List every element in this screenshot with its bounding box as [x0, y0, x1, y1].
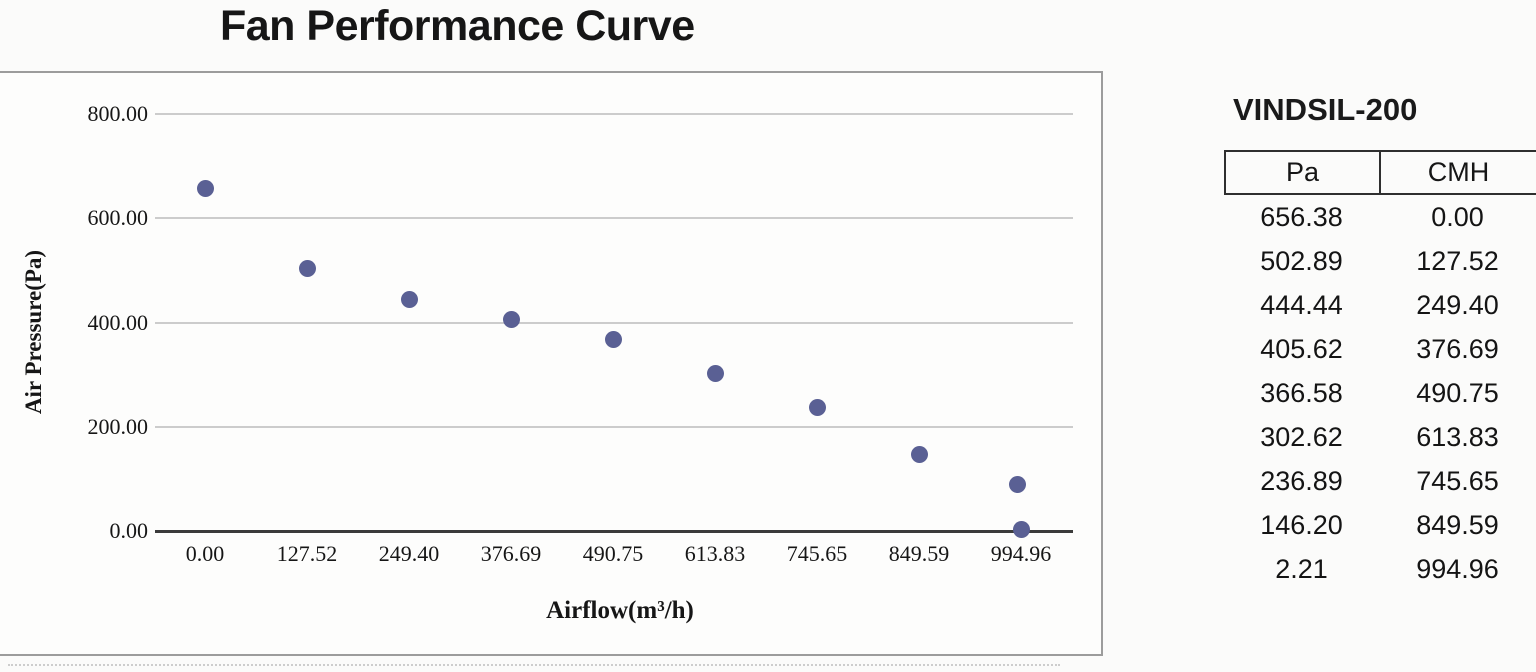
cell-pa: 302.62	[1260, 421, 1343, 452]
data-point	[910, 446, 928, 464]
bottom-dotted-divider	[8, 664, 1060, 666]
cell-cmh: 849.59	[1416, 509, 1499, 540]
cell-cmh: 613.83	[1416, 421, 1499, 452]
x-axis-line	[155, 530, 1073, 533]
table-header-pa: Pa	[1226, 152, 1381, 193]
table-row: 405.62 376.69	[1224, 327, 1536, 371]
x-tick-label: 127.52	[276, 541, 338, 566]
table-body: 656.38 0.00 502.89 127.52 444.44 249.40 405.62…	[1224, 195, 1536, 591]
x-tick-label: 745.65	[786, 541, 848, 566]
x-tick-label: 249.40	[378, 541, 440, 566]
cell-cmh: 376.69	[1416, 333, 1499, 364]
gridline	[155, 113, 1073, 115]
x-tick-label: 376.69	[480, 541, 542, 566]
cell-pa: 502.89	[1260, 245, 1343, 276]
x-tick-label: 0.00	[185, 541, 225, 566]
data-point	[196, 180, 214, 198]
x-tick-label: 490.75	[582, 541, 644, 566]
cell-cmh: 994.96	[1416, 553, 1499, 584]
y-tick-label: 400.00	[87, 309, 149, 335]
cell-cmh: 127.52	[1416, 245, 1499, 276]
data-point	[1012, 521, 1030, 539]
table-header-row: Pa CMH	[1224, 150, 1536, 195]
table-row: 236.89 745.65	[1224, 459, 1536, 503]
gridline	[155, 425, 1073, 428]
table-title: VINDSIL-200	[1233, 92, 1418, 127]
table-row: 656.38 0.00	[1224, 195, 1536, 239]
cell-cmh: 745.65	[1416, 465, 1499, 496]
x-tick-label: 849.59	[888, 541, 950, 566]
cell-pa: 146.20	[1260, 509, 1343, 540]
cell-pa: 405.62	[1260, 333, 1343, 364]
fan-curve-chart: Air Pressure(Pa) 800.00 600.00 400.00 200.0…	[0, 71, 1103, 656]
cell-cmh: 0.00	[1431, 201, 1484, 232]
data-point	[604, 331, 622, 349]
x-tick-label: 994.96	[990, 541, 1052, 566]
y-tick-label: 0.00	[109, 518, 149, 543]
data-point	[298, 260, 316, 278]
y-tick-label: 200.00	[87, 413, 149, 439]
data-point-extra	[1009, 475, 1027, 493]
table-row: 502.89 127.52	[1224, 239, 1536, 283]
cell-pa: 444.44	[1260, 289, 1343, 320]
gridline	[155, 217, 1073, 220]
table-row: 302.62 613.83	[1224, 415, 1536, 459]
table-row: 366.58 490.75	[1224, 371, 1536, 415]
data-point	[400, 290, 418, 308]
x-axis-title: Airflow(m³/h)	[546, 597, 694, 624]
y-tick-label: 800.00	[87, 101, 149, 126]
cell-pa: 2.21	[1275, 553, 1328, 584]
table-row: 146.20 849.59	[1224, 503, 1536, 547]
gridline	[155, 321, 1073, 324]
cell-cmh: 490.75	[1416, 377, 1499, 408]
table-row: 444.44 249.40	[1224, 283, 1536, 327]
data-point	[502, 311, 520, 329]
data-point	[706, 364, 724, 382]
cell-pa: 656.38	[1260, 201, 1343, 232]
y-axis-title: Air Pressure(Pa)	[21, 249, 46, 415]
table-row: 2.21 994.96	[1224, 547, 1536, 591]
data-point	[808, 399, 826, 417]
chart-title: Fan Performance Curve	[220, 2, 695, 50]
table-header-cmh: CMH	[1427, 157, 1490, 187]
y-tick-label: 600.00	[87, 205, 149, 231]
cell-pa: 236.89	[1260, 465, 1343, 496]
cell-pa: 366.58	[1260, 377, 1343, 408]
x-tick-label: 613.83	[684, 541, 746, 566]
fan-data-table: Pa CMH 656.38 0.00 502.89 127.52 444.44 249.4…	[1224, 150, 1536, 591]
cell-cmh: 249.40	[1416, 289, 1499, 320]
